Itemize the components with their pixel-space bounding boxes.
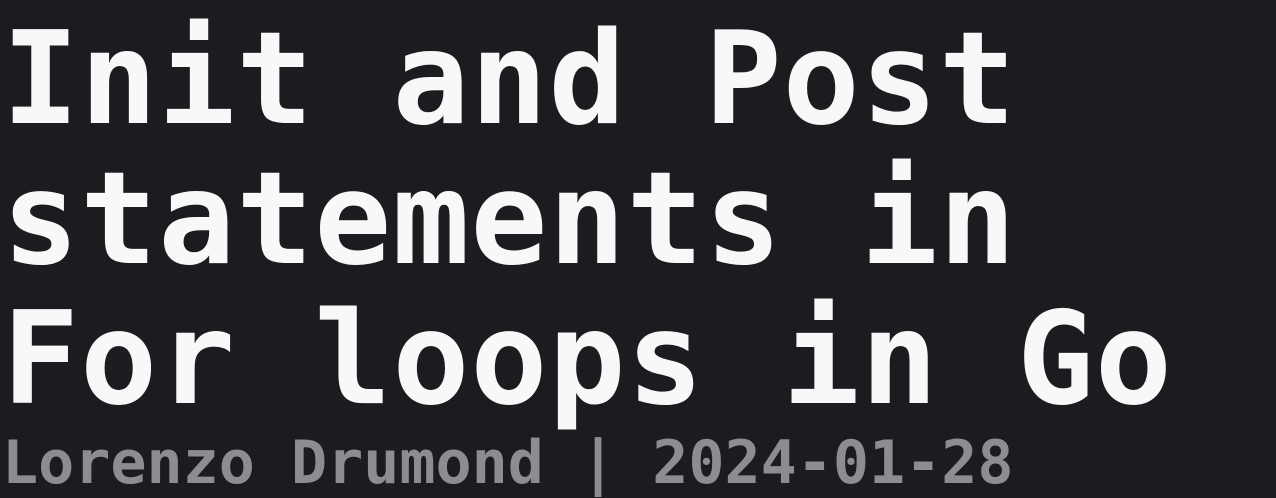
title-line: Init and Post bbox=[2, 5, 1017, 154]
title-line: statements in bbox=[2, 145, 1017, 294]
meta-separator: | bbox=[579, 428, 617, 498]
title-line: For loops in Go bbox=[2, 285, 1173, 434]
post-date: 2024-01-28 bbox=[652, 428, 1014, 498]
post-title: Init and Post statements in For loops in… bbox=[2, 10, 1173, 430]
author-name: Lorenzo Drumond bbox=[2, 428, 544, 498]
post-meta: Lorenzo Drumond | 2024-01-28 bbox=[2, 430, 1013, 496]
